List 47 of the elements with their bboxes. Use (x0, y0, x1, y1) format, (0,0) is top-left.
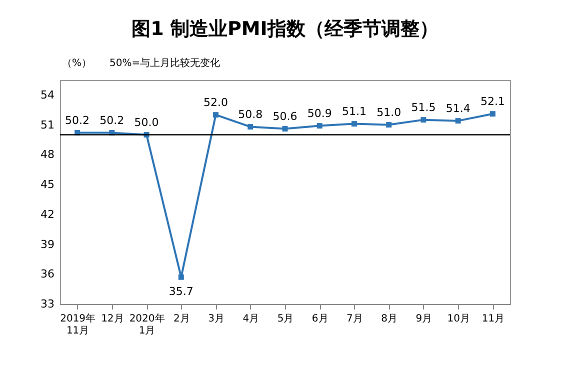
x-tick-label: 11月 (482, 314, 505, 324)
x-tick-label: 5月 (277, 314, 294, 324)
text: 51.4 (446, 102, 470, 115)
text: 51.5 (411, 100, 436, 114)
x-tick-label: 6月 (312, 314, 328, 324)
x-tick-label: 2019年 11月 (60, 312, 96, 336)
text: 50.9 (307, 106, 332, 120)
text: 50.0 (134, 116, 159, 129)
x-tick-label: 7月 (346, 314, 363, 324)
point (178, 274, 184, 280)
y-tick-label: 54 (40, 88, 54, 102)
text: 51.0 (376, 106, 402, 119)
text: 50.8 (238, 108, 263, 121)
y-tick-label: 45 (40, 178, 54, 192)
x-tick-label: 8月 (381, 314, 398, 324)
point (282, 126, 288, 132)
y-tick-label: 33 (40, 298, 54, 310)
point (213, 112, 219, 118)
x-tick-label: 10月 (447, 314, 470, 324)
text: 50.6 (272, 110, 298, 123)
point (351, 121, 357, 127)
point (316, 123, 322, 129)
x-tick-label: 2月 (173, 314, 190, 324)
text: 50%=与上月比较无变化 (110, 58, 220, 69)
y-tick-label: 48 (40, 148, 54, 162)
x-tick-label: 2020年 1月 (129, 312, 165, 336)
point (420, 117, 426, 123)
text: 51.1 (342, 104, 366, 118)
point (386, 122, 392, 128)
point (490, 111, 496, 117)
x-tick-label: 12月 (101, 314, 124, 324)
x-tick-label: 3月 (208, 314, 224, 324)
text: 52.1 (480, 94, 505, 108)
y-tick-label: 42 (40, 208, 54, 221)
text: 35.7 (168, 285, 194, 298)
chart-title: 图1 制造业PMI指数（经季节调整） (130, 17, 440, 42)
text: （%） (62, 58, 92, 69)
text: 50.2 (100, 114, 124, 127)
point (455, 118, 461, 124)
x-tick-label: 4月 (242, 314, 260, 324)
y-tick-label: 51 (40, 118, 54, 132)
point (248, 124, 254, 130)
y-tick-label: 39 (40, 238, 54, 251)
text: 50.2 (65, 114, 90, 127)
x-tick-label: 9月 (416, 314, 432, 324)
text: 52.0 (204, 96, 228, 109)
y-tick-label: 36 (40, 268, 54, 281)
